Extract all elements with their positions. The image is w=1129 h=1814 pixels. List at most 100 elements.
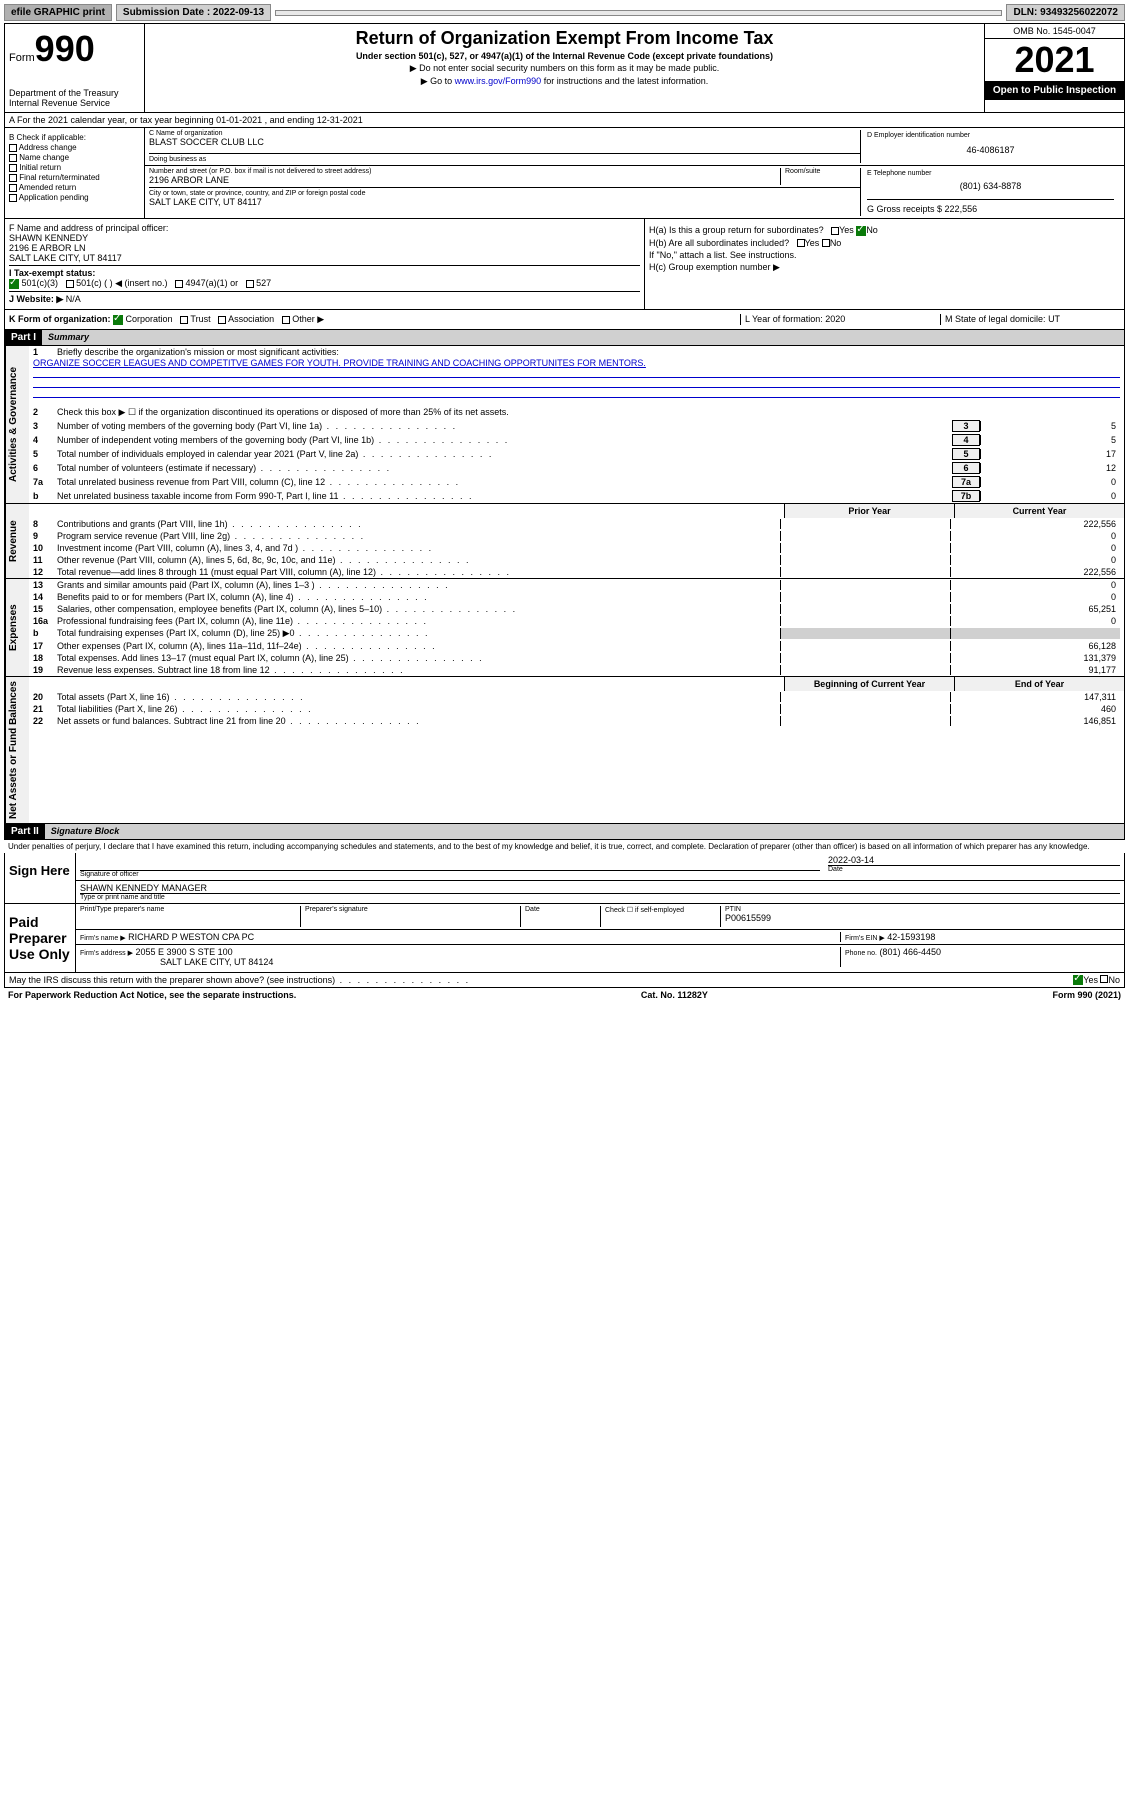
hb-no[interactable] (822, 239, 830, 247)
paid-preparer-label: Paid Preparer Use Only (5, 904, 75, 972)
k-assoc[interactable] (218, 316, 226, 324)
data-line: bNet unrelated business taxable income f… (29, 489, 1124, 503)
may-irs-no[interactable] (1100, 975, 1108, 983)
penalty-text: Under penalties of perjury, I declare th… (4, 840, 1125, 853)
firm-ein-label: Firm's EIN ▶ (845, 935, 885, 942)
chk-pending-label: Application pending (19, 193, 89, 202)
sign-here-label: Sign Here (5, 853, 75, 903)
revenue-section: Revenue Prior Year Current Year 8Contrib… (4, 504, 1125, 579)
officer-label: F Name and address of principal officer: (9, 223, 640, 233)
col-b-label: B Check if applicable: (9, 133, 140, 142)
chk-501c3[interactable] (9, 279, 19, 289)
gross-value: 222,556 (945, 204, 978, 214)
chk-501c[interactable] (66, 280, 74, 288)
form-title: Return of Organization Exempt From Incom… (149, 28, 980, 49)
officer-city: SALT LAKE CITY, UT 84117 (9, 253, 640, 263)
sig-officer-label: Signature of officer (80, 871, 820, 878)
chk-amended[interactable]: Amended return (9, 183, 140, 192)
page-footer: For Paperwork Reduction Act Notice, see … (4, 988, 1125, 1002)
opt-4947: 4947(a)(1) or (186, 278, 239, 288)
hb-note: If "No," attach a list. See instructions… (649, 250, 1120, 260)
rev-header: Prior Year Current Year (29, 504, 1124, 518)
data-line: 3Number of voting members of the governi… (29, 419, 1124, 433)
chk-4947[interactable] (175, 280, 183, 288)
col-b-checkboxes: B Check if applicable: Address change Na… (5, 128, 145, 218)
k-label: K Form of organization: (9, 314, 111, 324)
officer-name-title: SHAWN KENNEDY MANAGER (80, 883, 1120, 893)
hb-yes[interactable] (797, 239, 805, 247)
prep-sig-label: Preparer's signature (305, 906, 520, 913)
chk-final[interactable]: Final return/terminated (9, 173, 140, 182)
may-irs-text: May the IRS discuss this return with the… (9, 975, 1073, 985)
ein-value: 46-4086187 (867, 145, 1114, 155)
part2-title: Signature Block (45, 824, 1124, 839)
vtab-governance: Activities & Governance (5, 346, 29, 503)
preparer-block: Paid Preparer Use Only Print/Type prepar… (4, 904, 1125, 973)
vtab-expenses: Expenses (5, 579, 29, 676)
part1-header-row: Part I Summary (4, 330, 1125, 346)
k-other[interactable] (282, 316, 290, 324)
governance-section: Activities & Governance 1Briefly describ… (4, 346, 1125, 504)
m-value: UT (1048, 314, 1060, 324)
form-ref: Form 990 (2021) (1052, 990, 1121, 1000)
line1-text: Briefly describe the organization's miss… (57, 347, 1120, 357)
irs-link[interactable]: www.irs.gov/Form990 (455, 76, 542, 86)
addr-label: Number and street (or P.O. box if mail i… (149, 168, 780, 175)
room-label: Room/suite (785, 168, 860, 175)
data-line: 17Other expenses (Part IX, column (A), l… (29, 640, 1124, 652)
data-line: 11Other revenue (Part VIII, column (A), … (29, 554, 1124, 566)
signature-block: Sign Here Signature of officer 2022-03-1… (4, 853, 1125, 904)
chk-527[interactable] (246, 280, 254, 288)
data-line: 20Total assets (Part X, line 16)147,311 (29, 691, 1124, 703)
data-line: 21Total liabilities (Part X, line 26)460 (29, 703, 1124, 715)
note2-pre: ▶ Go to (421, 76, 455, 86)
data-line: 15Salaries, other compensation, employee… (29, 603, 1124, 615)
k-corp[interactable] (113, 315, 123, 325)
may-irs-yes-label: Yes (1083, 975, 1098, 985)
paperwork-notice: For Paperwork Reduction Act Notice, see … (8, 990, 296, 1000)
chk-address-label: Address change (19, 143, 77, 152)
ha-no[interactable] (856, 226, 866, 236)
col-c-org-info: C Name of organization BLAST SOCCER CLUB… (145, 128, 1124, 218)
officer-addr: 2196 E ARBOR LN (9, 243, 640, 253)
hc-label: H(c) Group exemption number ▶ (649, 262, 1120, 273)
may-irs-yes[interactable] (1073, 975, 1083, 985)
mission-text: ORGANIZE SOCCER LEAGUES AND COMPETITVE G… (29, 358, 1124, 368)
firm-addr: 2055 E 3900 S STE 100 (136, 947, 233, 957)
chk-pending[interactable]: Application pending (9, 193, 140, 202)
section-f: F Name and address of principal officer:… (5, 219, 644, 309)
data-line: 16aProfessional fundraising fees (Part I… (29, 615, 1124, 627)
data-line: 9Program service revenue (Part VIII, lin… (29, 530, 1124, 542)
row-k: K Form of organization: Corporation Trus… (4, 310, 1125, 330)
chk-name[interactable]: Name change (9, 153, 140, 162)
firm-name: RICHARD P WESTON CPA PC (128, 932, 254, 942)
opt-527: 527 (256, 278, 271, 288)
k-trust[interactable] (180, 316, 188, 324)
dln: DLN: 93493256022072 (1006, 4, 1125, 21)
org-name-label: C Name of organization (149, 130, 860, 137)
website-value: N/A (66, 294, 81, 304)
city-label: City or town, state or province, country… (149, 190, 860, 197)
prep-date-label: Date (525, 906, 600, 913)
k-trust-label: Trust (190, 314, 210, 324)
phone-value: (801) 634-8878 (867, 181, 1114, 191)
note-link: ▶ Go to www.irs.gov/Form990 for instruct… (149, 76, 980, 87)
part1-badge: Part I (5, 330, 42, 345)
ha-yes[interactable] (831, 227, 839, 235)
note-ssn: ▶ Do not enter social security numbers o… (149, 63, 980, 74)
l-value: 2020 (825, 314, 845, 324)
opt-501c3: 501(c)(3) (22, 278, 59, 288)
k-corp-label: Corporation (126, 314, 173, 324)
vtab-revenue: Revenue (5, 504, 29, 578)
chk-initial[interactable]: Initial return (9, 163, 140, 172)
firm-phone: (801) 466-4450 (879, 947, 941, 957)
header-right: OMB No. 1545-0047 2021 Open to Public In… (984, 24, 1124, 112)
data-line: 18Total expenses. Add lines 13–17 (must … (29, 652, 1124, 664)
chk-address[interactable]: Address change (9, 143, 140, 152)
k-assoc-label: Association (228, 314, 274, 324)
officer-name: SHAWN KENNEDY (9, 233, 640, 243)
efile-badge: efile GRAPHIC print (4, 4, 112, 21)
netassets-section: Net Assets or Fund Balances Beginning of… (4, 677, 1125, 824)
org-name: BLAST SOCCER CLUB LLC (149, 137, 860, 147)
section-h: H(a) Is this a group return for subordin… (644, 219, 1124, 309)
